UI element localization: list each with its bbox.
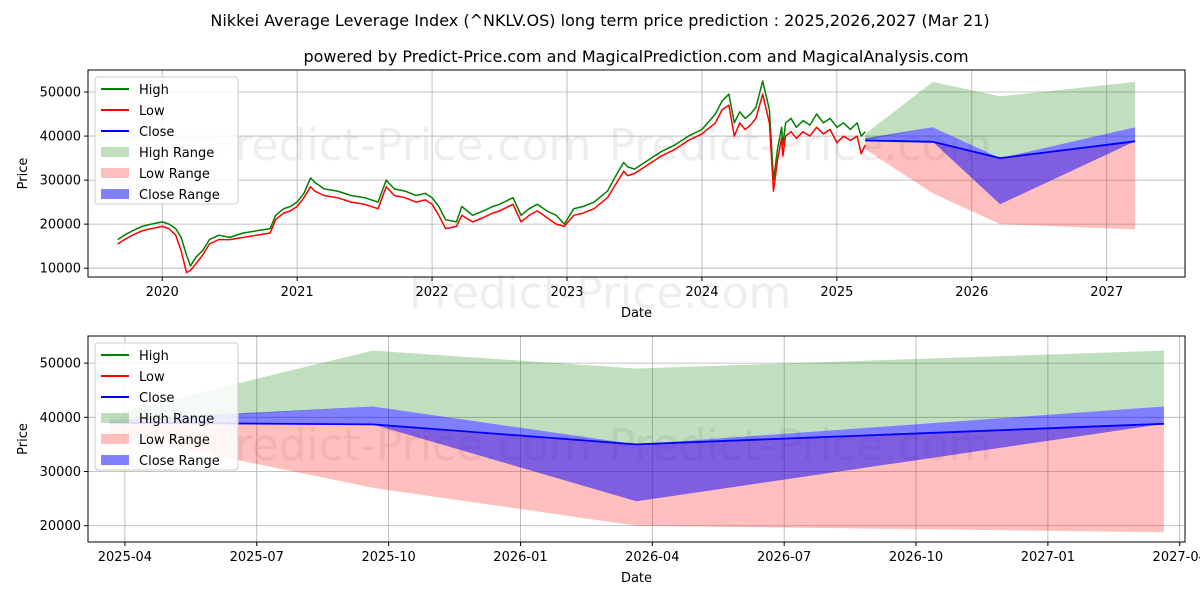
legend-label: Close Range — [139, 188, 220, 203]
legend-label: Low — [139, 370, 165, 385]
legend-label: Low — [139, 104, 165, 119]
legend-swatch-patch — [101, 413, 129, 423]
close-range-band — [865, 127, 1136, 205]
x-tick-label: 2027-04 — [1153, 550, 1200, 565]
legend-label: High — [139, 349, 169, 364]
y-tick-label: 30000 — [40, 174, 81, 189]
legend-box — [94, 76, 239, 205]
high-range-band — [865, 81, 1136, 159]
y-axis-label: Price — [16, 158, 31, 190]
legend-label: High Range — [139, 146, 214, 161]
x-tick-label: 2022 — [416, 285, 449, 300]
y-tick-label: 30000 — [40, 465, 81, 480]
x-tick-label: 2026-04 — [625, 550, 679, 565]
close-forecast-line — [865, 139, 1136, 159]
legend-label: Close Range — [139, 454, 220, 469]
x-tick-label: 2024 — [685, 285, 718, 300]
x-tick-label: 2025 — [820, 285, 853, 300]
x-tick-label: 2026 — [955, 285, 988, 300]
x-tick-label: 2027-01 — [1021, 550, 1075, 565]
legend-swatch-patch — [101, 189, 129, 199]
low-series-line — [117, 93, 866, 274]
plot-frame — [87, 69, 1186, 278]
watermark-text: Predict-Price.com — [409, 268, 792, 319]
close-forecast-line — [109, 421, 1164, 446]
x-tick-label: 2023 — [550, 285, 583, 300]
x-axis-label: Date — [621, 571, 652, 586]
y-tick-label: 40000 — [40, 411, 81, 426]
close-range-band — [109, 406, 1164, 502]
y-axis-label: Price — [16, 423, 31, 455]
panel-forecast-zoom: Predict-Price.comPredict-Price.com2025-0… — [16, 335, 1200, 586]
x-tick-label: 2027 — [1090, 285, 1123, 300]
y-tick-label: 20000 — [40, 218, 81, 233]
legend-label: Close — [139, 125, 174, 140]
x-tick-label: 2025-10 — [361, 550, 415, 565]
x-tick-label: 2021 — [281, 285, 314, 300]
x-tick-label: 2026-07 — [757, 550, 811, 565]
y-tick-label: 50000 — [40, 357, 81, 372]
y-tick-label: 40000 — [40, 130, 81, 145]
high-range-band — [109, 350, 1164, 445]
legend-label: Low Range — [139, 167, 210, 182]
plot-frame — [87, 335, 1186, 543]
watermark-text: Predict-Price.com — [209, 120, 592, 171]
x-tick-label: 2026-01 — [493, 550, 547, 565]
x-tick-label: 2020 — [146, 285, 179, 300]
high-series-line — [117, 80, 866, 267]
x-axis-label: Date — [621, 306, 652, 321]
legend-box — [94, 342, 239, 471]
legend-swatch-patch — [101, 455, 129, 465]
legend-label: High Range — [139, 412, 214, 427]
x-tick-label: 2025-07 — [230, 550, 284, 565]
x-tick-label: 2025-04 — [98, 550, 152, 565]
legend-label: High — [139, 83, 169, 98]
legend-swatch-patch — [101, 434, 129, 444]
x-tick-label: 2026-10 — [889, 550, 943, 565]
legend-swatch-patch — [101, 147, 129, 157]
chart-title: Nikkei Average Leverage Index (^NKLV.OS)… — [210, 11, 989, 30]
legend-swatch-patch — [101, 168, 129, 178]
legend-label: Close — [139, 391, 174, 406]
panel-history-forecast: Predict-Price.comPredict-Price.comPredic… — [16, 69, 1186, 321]
y-tick-label: 10000 — [40, 262, 81, 277]
y-tick-label: 20000 — [40, 519, 81, 534]
legend-label: Low Range — [139, 433, 210, 448]
y-tick-label: 50000 — [40, 86, 81, 101]
chart-subtitle: powered by Predict-Price.com and Magical… — [303, 47, 968, 66]
